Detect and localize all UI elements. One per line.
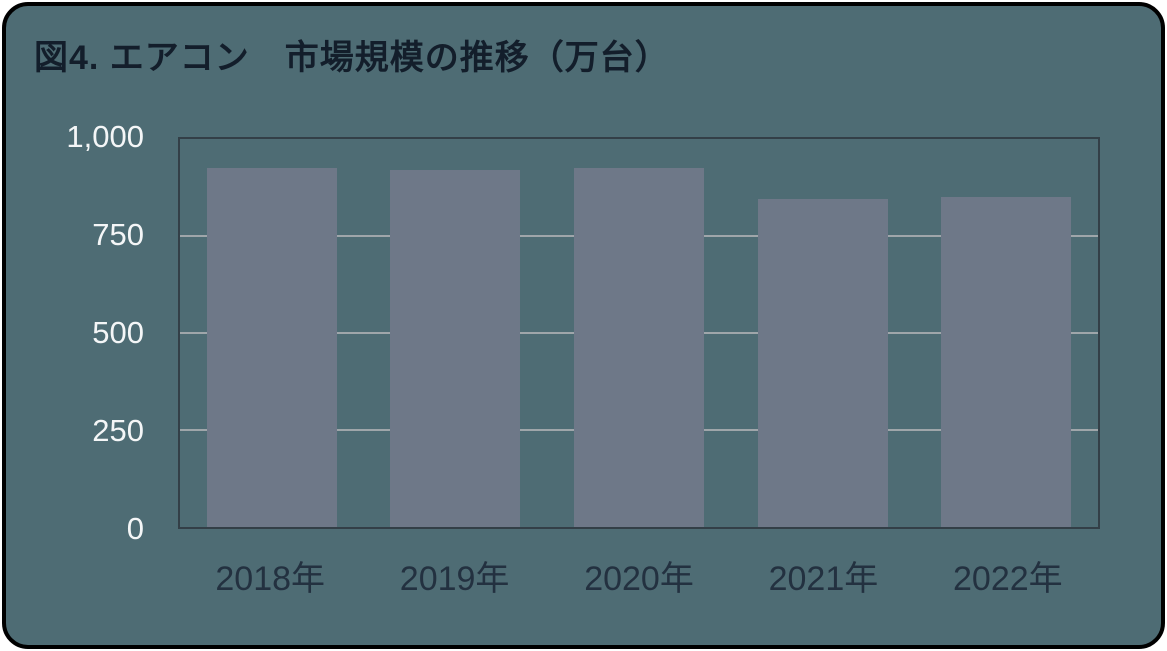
y-axis-label: 0 — [126, 511, 144, 546]
y-axis-label: 1,000 — [66, 119, 144, 154]
bar-2022年 — [941, 197, 1072, 527]
bar-slot — [914, 139, 1098, 527]
bar-2018年 — [206, 168, 337, 527]
bar-series — [180, 139, 1098, 527]
bar-2019年 — [390, 170, 521, 527]
bar-slot — [364, 139, 548, 527]
bar-slot — [731, 139, 915, 527]
x-axis-label: 2020年 — [584, 560, 694, 598]
bar-2020年 — [573, 168, 704, 527]
x-axis-label: 2021年 — [768, 560, 879, 598]
chart-title: 図4. エアコン 市場規模の推移（万台） — [34, 39, 670, 77]
y-axis-label: 250 — [92, 413, 144, 448]
bar-slot — [547, 139, 731, 527]
y-axis: 0 250 500 750 1,000 — [6, 119, 158, 546]
bar-slot — [180, 139, 364, 527]
x-axis-label: 2022年 — [953, 560, 1063, 598]
x-axis-label: 2018年 — [215, 560, 326, 598]
x-axis: 2018年 2019年 2020年 2021年 2022年 — [178, 551, 1100, 600]
bar-2021年 — [757, 199, 888, 527]
plot-area — [178, 137, 1100, 529]
y-axis-label: 750 — [92, 217, 144, 252]
y-axis-label: 500 — [92, 315, 144, 350]
x-axis-label: 2019年 — [399, 560, 510, 598]
